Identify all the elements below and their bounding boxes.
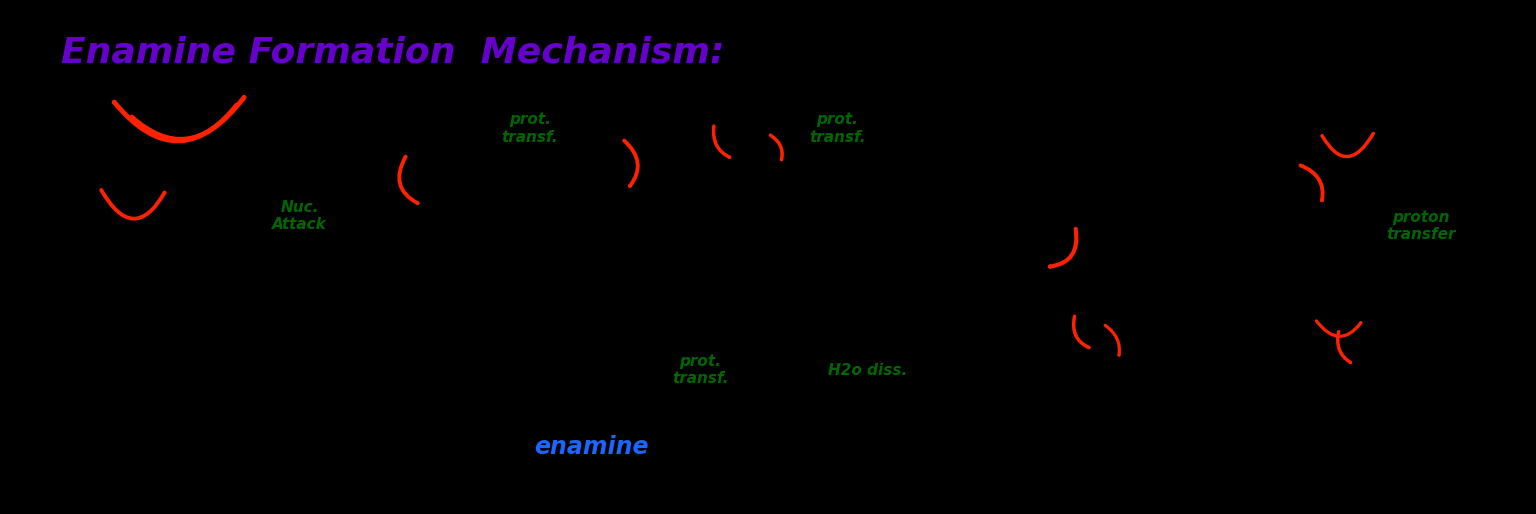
FancyArrowPatch shape	[399, 157, 418, 203]
Text: prot.
transf.: prot. transf.	[502, 112, 558, 145]
Text: prot.
transf.: prot. transf.	[673, 354, 728, 387]
Text: prot.
transf.: prot. transf.	[809, 112, 865, 145]
FancyArrowPatch shape	[1301, 166, 1322, 200]
FancyArrowPatch shape	[1106, 325, 1120, 355]
FancyArrowPatch shape	[114, 97, 244, 141]
FancyArrowPatch shape	[714, 126, 730, 157]
FancyArrowPatch shape	[1322, 134, 1373, 157]
Text: Enamine Formation  Mechanism:: Enamine Formation Mechanism:	[61, 36, 725, 70]
FancyArrowPatch shape	[624, 141, 637, 186]
Text: H2o diss.: H2o diss.	[828, 362, 908, 378]
FancyArrowPatch shape	[132, 105, 237, 139]
FancyArrowPatch shape	[101, 190, 164, 218]
FancyArrowPatch shape	[1074, 316, 1089, 347]
Text: enamine: enamine	[535, 435, 648, 459]
FancyArrowPatch shape	[1316, 321, 1361, 336]
FancyArrowPatch shape	[1051, 229, 1077, 267]
FancyArrowPatch shape	[1338, 332, 1350, 362]
Text: proton
transfer: proton transfer	[1385, 210, 1456, 243]
FancyArrowPatch shape	[771, 135, 782, 159]
Text: Nuc.
Attack: Nuc. Attack	[272, 199, 327, 232]
